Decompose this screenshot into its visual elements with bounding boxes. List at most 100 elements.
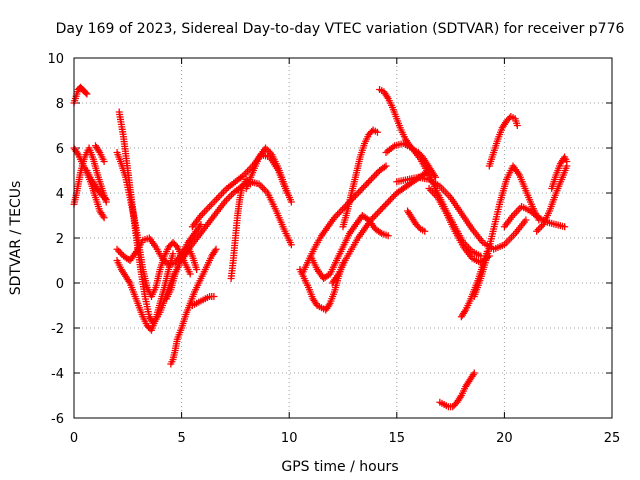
series-sat-a xyxy=(70,83,91,107)
data-point xyxy=(366,177,374,185)
series-sat-af xyxy=(533,162,571,235)
data-point xyxy=(363,180,371,188)
data-point xyxy=(113,245,121,253)
data-point xyxy=(370,213,378,221)
data-point xyxy=(102,196,110,204)
data-point xyxy=(522,216,530,224)
data-point xyxy=(382,201,390,209)
data-point xyxy=(371,172,379,180)
data-point xyxy=(287,241,295,249)
series-sat-x xyxy=(393,173,530,253)
data-point xyxy=(388,194,396,202)
data-point xyxy=(210,293,218,300)
chart-title: Day 169 of 2023, Sidereal Day-to-day VTE… xyxy=(56,21,625,37)
data-point xyxy=(373,209,381,217)
data-point xyxy=(372,170,380,178)
series-sat-w xyxy=(382,140,485,260)
data-point xyxy=(115,247,123,255)
x-tick-label: 25 xyxy=(604,431,621,446)
x-tick-label: 20 xyxy=(496,431,513,446)
series-sat-e xyxy=(92,142,108,165)
data-point xyxy=(368,175,376,183)
y-tick-label: -2 xyxy=(51,322,64,337)
data-point xyxy=(100,214,108,222)
series-sat-u xyxy=(339,126,381,231)
data-point xyxy=(377,206,385,214)
data-point xyxy=(116,249,124,257)
data-point xyxy=(334,210,342,218)
data-point xyxy=(380,163,388,171)
data-point xyxy=(193,266,201,273)
series-sat-i xyxy=(113,250,177,334)
series-sat-ac xyxy=(470,162,543,300)
data-point xyxy=(383,199,391,207)
data-point xyxy=(385,197,393,205)
series-sat-ad xyxy=(485,113,521,170)
data-point xyxy=(386,196,394,204)
y-tick-label: 4 xyxy=(56,187,64,202)
data-points xyxy=(70,83,571,411)
series-sat-l xyxy=(188,293,218,309)
y-tick-label: -4 xyxy=(51,367,64,382)
data-point xyxy=(415,224,423,231)
y-axis-label: SDTVAR / TECUs xyxy=(8,181,24,296)
data-point xyxy=(376,228,384,236)
series-sat-q xyxy=(296,259,347,314)
data-point xyxy=(372,211,380,219)
y-tick-label: 8 xyxy=(56,97,64,112)
data-point xyxy=(384,232,392,240)
data-point xyxy=(390,192,398,200)
data-point xyxy=(369,173,377,181)
x-tick-label: 15 xyxy=(389,431,406,446)
data-point xyxy=(265,147,273,155)
data-point xyxy=(364,178,372,186)
data-point xyxy=(101,195,109,203)
data-point xyxy=(287,198,295,206)
data-point xyxy=(536,224,544,232)
y-tick-label: 0 xyxy=(56,277,64,292)
data-point xyxy=(563,158,571,165)
data-point xyxy=(534,226,542,234)
data-point xyxy=(212,245,220,253)
x-tick-label: 10 xyxy=(281,431,298,446)
data-point xyxy=(380,203,388,210)
data-point xyxy=(375,208,383,216)
data-point xyxy=(373,128,381,136)
data-point xyxy=(83,90,91,98)
series-sat-z xyxy=(425,185,493,267)
data-point xyxy=(358,185,366,193)
y-tick-label: 2 xyxy=(56,232,64,247)
y-tick-labels: -6 -4 -2 0 2 4 6 8 10 xyxy=(47,52,64,427)
data-point xyxy=(172,242,180,249)
data-point xyxy=(470,369,478,377)
y-tick-label: 6 xyxy=(56,142,64,157)
data-point xyxy=(382,162,390,170)
data-point xyxy=(378,204,386,212)
x-tick-labels: 0 5 10 15 20 25 xyxy=(70,431,620,446)
series-sat-aa xyxy=(436,369,478,411)
data-point xyxy=(186,270,194,278)
data-point xyxy=(82,89,90,97)
x-axis-label: GPS time / hours xyxy=(281,459,398,475)
series-sat-d xyxy=(83,167,110,204)
data-point xyxy=(353,190,361,198)
data-point xyxy=(513,122,521,129)
data-point xyxy=(361,182,369,190)
series-sat-p xyxy=(242,144,295,206)
data-point xyxy=(100,158,108,165)
series-sat-ag xyxy=(548,153,571,192)
y-tick-label: -6 xyxy=(51,412,64,427)
data-point xyxy=(335,209,343,217)
data-point xyxy=(197,221,205,228)
data-point xyxy=(533,227,541,235)
data-point xyxy=(169,250,177,258)
series-sat-j xyxy=(167,245,220,368)
series-sat-y xyxy=(404,207,429,235)
data-point xyxy=(355,188,363,196)
data-point xyxy=(561,223,569,231)
plot-frame xyxy=(73,57,613,419)
series-sat-r xyxy=(298,162,390,278)
y-tick-label: 10 xyxy=(47,52,64,67)
x-tick-label: 5 xyxy=(177,431,185,446)
